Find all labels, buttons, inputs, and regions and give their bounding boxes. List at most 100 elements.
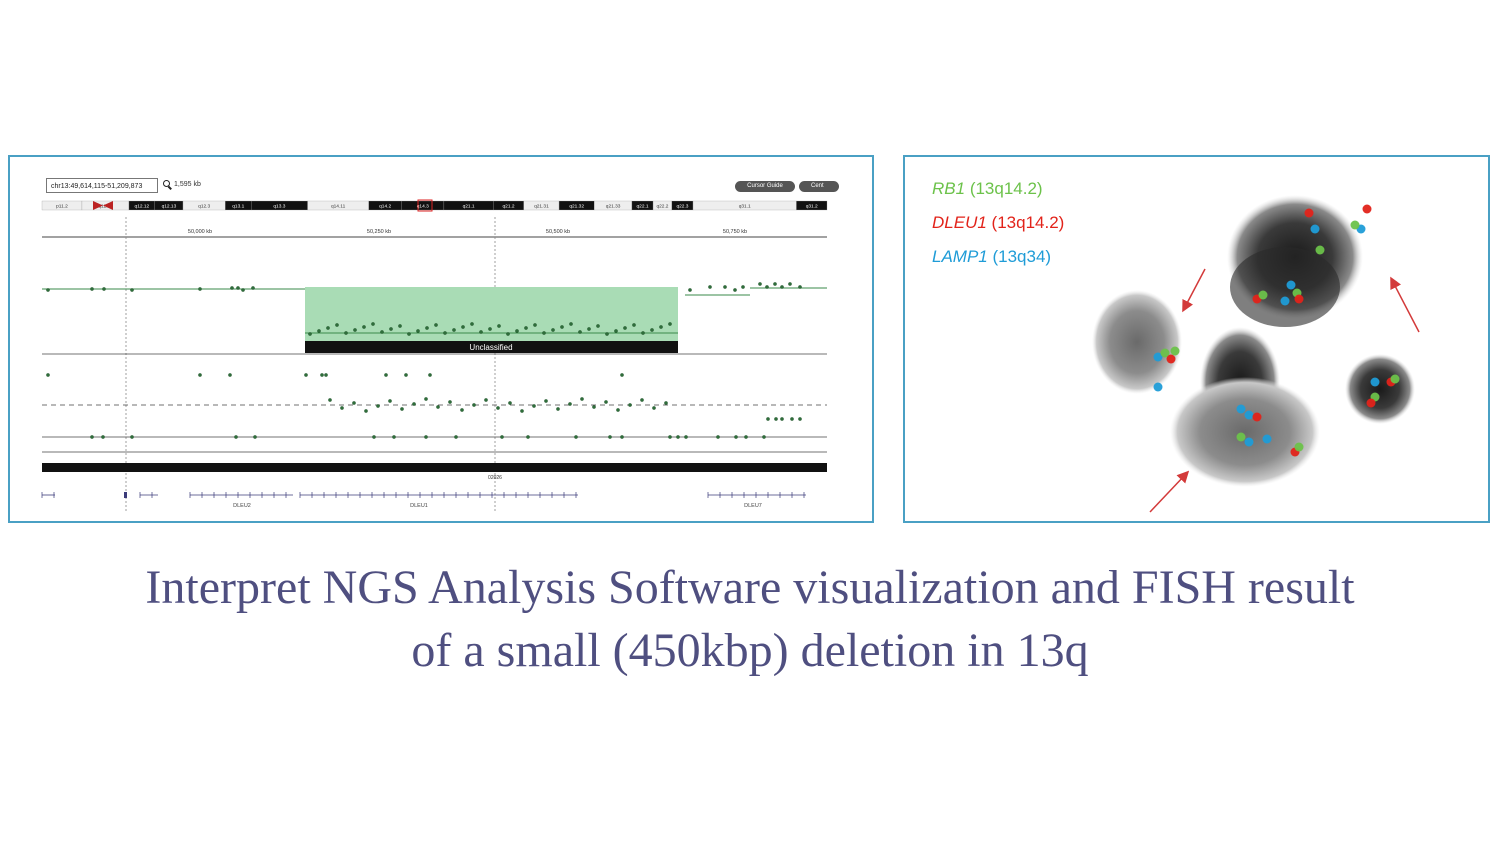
legend-rb1: RB1 (13q14.2) bbox=[932, 179, 1043, 198]
copy-number-point bbox=[659, 325, 663, 329]
slide-title-line2: of a small (450kbp) deletion in 13q bbox=[411, 624, 1089, 677]
copy-number-point bbox=[723, 285, 727, 289]
allele-frequency-point bbox=[668, 435, 672, 439]
band-label: q21.31 bbox=[534, 204, 549, 210]
copy-number-point bbox=[470, 322, 474, 326]
gene-label: DLEU1 bbox=[410, 503, 428, 509]
allele-frequency-point bbox=[628, 403, 632, 407]
copy-number-point bbox=[102, 287, 106, 291]
copy-number-point bbox=[353, 328, 357, 332]
center-button[interactable]: Cent bbox=[799, 181, 839, 192]
fish-signal-dot bbox=[1236, 432, 1246, 442]
allele-frequency-point bbox=[652, 406, 656, 410]
allele-frequency-point bbox=[400, 407, 404, 411]
allele-frequency-point bbox=[620, 373, 624, 377]
allele-frequency-point bbox=[384, 373, 388, 377]
copy-number-point bbox=[90, 287, 94, 291]
fish-signals bbox=[1153, 204, 1400, 457]
copy-number-point bbox=[587, 327, 591, 331]
copy-number-point bbox=[515, 329, 519, 333]
allele-frequency-point bbox=[496, 406, 500, 410]
allele-frequency-point bbox=[412, 402, 416, 406]
allele-frequency-point bbox=[376, 404, 380, 408]
allele-frequency-point bbox=[46, 373, 50, 377]
band-label: p11.2 bbox=[56, 204, 68, 210]
fish-signal-dot bbox=[1310, 224, 1320, 234]
band-label: q13.3 bbox=[273, 204, 285, 210]
fish-signal-dot bbox=[1258, 290, 1268, 300]
copy-number-point bbox=[551, 328, 555, 332]
allele-frequency-point bbox=[766, 417, 770, 421]
fish-signal-dot bbox=[1294, 294, 1304, 304]
fish-signal-dot bbox=[1170, 346, 1180, 356]
allele-frequency-point bbox=[253, 435, 257, 439]
copy-number-point bbox=[308, 332, 312, 336]
copy-number-point bbox=[434, 323, 438, 327]
segment-label: Unclassified bbox=[469, 343, 512, 352]
allele-frequency-point bbox=[774, 417, 778, 421]
fish-signal-dot bbox=[1160, 348, 1170, 358]
scale-tick-label: 50,500 kb bbox=[546, 229, 570, 235]
copy-number-point bbox=[632, 323, 636, 327]
copy-number-point bbox=[251, 286, 255, 290]
allele-frequency-point bbox=[198, 373, 202, 377]
allele-frequency-point bbox=[484, 398, 488, 402]
cell-nucleus bbox=[1227, 195, 1363, 327]
cell-nucleus bbox=[1345, 354, 1415, 424]
copy-number-point bbox=[497, 324, 501, 328]
exon-block bbox=[124, 492, 127, 498]
fish-signal-dot bbox=[1244, 437, 1254, 447]
copy-number-point bbox=[773, 282, 777, 286]
allele-frequency-point bbox=[324, 373, 328, 377]
copy-number-point bbox=[605, 332, 609, 336]
allele-frequency-point bbox=[500, 435, 504, 439]
allele-frequency-point bbox=[304, 373, 308, 377]
ngs-track-view[interactable]: p11.2 q12.11 q12.12 q12.13 q12.3 q13.1 q13.3 q1… bbox=[10, 157, 872, 521]
slide-title-line1: Interpret NGS Analysis Software visualiz… bbox=[145, 561, 1355, 614]
gene-annotation-track bbox=[41, 492, 806, 498]
band-label: q31.2 bbox=[806, 204, 818, 210]
allele-frequency-point bbox=[684, 435, 688, 439]
arrow-icon bbox=[1182, 268, 1206, 313]
copy-number-point bbox=[741, 285, 745, 289]
allele-frequency-point bbox=[328, 398, 332, 402]
allele-frequency-point bbox=[620, 435, 624, 439]
band-label: q13.1 bbox=[232, 204, 244, 210]
allele-frequency-point bbox=[424, 397, 428, 401]
fish-micrograph bbox=[1092, 195, 1420, 513]
fish-signal-dot bbox=[1366, 398, 1376, 408]
allele-frequency-point bbox=[604, 400, 608, 404]
copy-number-point bbox=[46, 288, 50, 292]
copy-number-point bbox=[407, 332, 411, 336]
copy-number-point bbox=[398, 324, 402, 328]
fish-signal-dot bbox=[1166, 354, 1176, 364]
copy-number-point bbox=[542, 331, 546, 335]
allele-frequency-point bbox=[676, 435, 680, 439]
copy-number-point bbox=[488, 327, 492, 331]
cell-nucleus bbox=[1170, 377, 1320, 487]
allele-frequency-point bbox=[762, 435, 766, 439]
scale-tick-label: 50,000 kb bbox=[188, 229, 212, 235]
copy-number-point bbox=[650, 328, 654, 332]
legend-lamp1: LAMP1 (13q34) bbox=[932, 247, 1052, 266]
scale-tick-label: 50,750 kb bbox=[723, 229, 747, 235]
copy-number-point bbox=[578, 330, 582, 334]
allele-frequency-point bbox=[716, 435, 720, 439]
copy-number-point bbox=[569, 322, 573, 326]
copy-number-point bbox=[688, 288, 692, 292]
copy-number-point bbox=[623, 326, 627, 330]
fish-signal-dot bbox=[1280, 296, 1290, 306]
fish-signal-dot bbox=[1362, 204, 1372, 214]
allele-frequency-point bbox=[448, 400, 452, 404]
zoom-readout[interactable]: 1,595 kb bbox=[163, 179, 201, 191]
locus-input[interactable]: chr13:49,614,115-51,209,873 bbox=[46, 178, 158, 193]
cursor-guide-button[interactable]: Cursor Guide bbox=[735, 181, 795, 192]
search-icon[interactable] bbox=[163, 180, 170, 187]
copy-number-point bbox=[230, 286, 234, 290]
copy-number-point bbox=[389, 327, 393, 331]
gene-label: DLEU2 bbox=[233, 503, 251, 509]
band-label: q12.3 bbox=[198, 204, 210, 210]
copy-number-point bbox=[241, 288, 245, 292]
copy-number-point bbox=[371, 322, 375, 326]
sample-track-bar bbox=[42, 463, 827, 472]
